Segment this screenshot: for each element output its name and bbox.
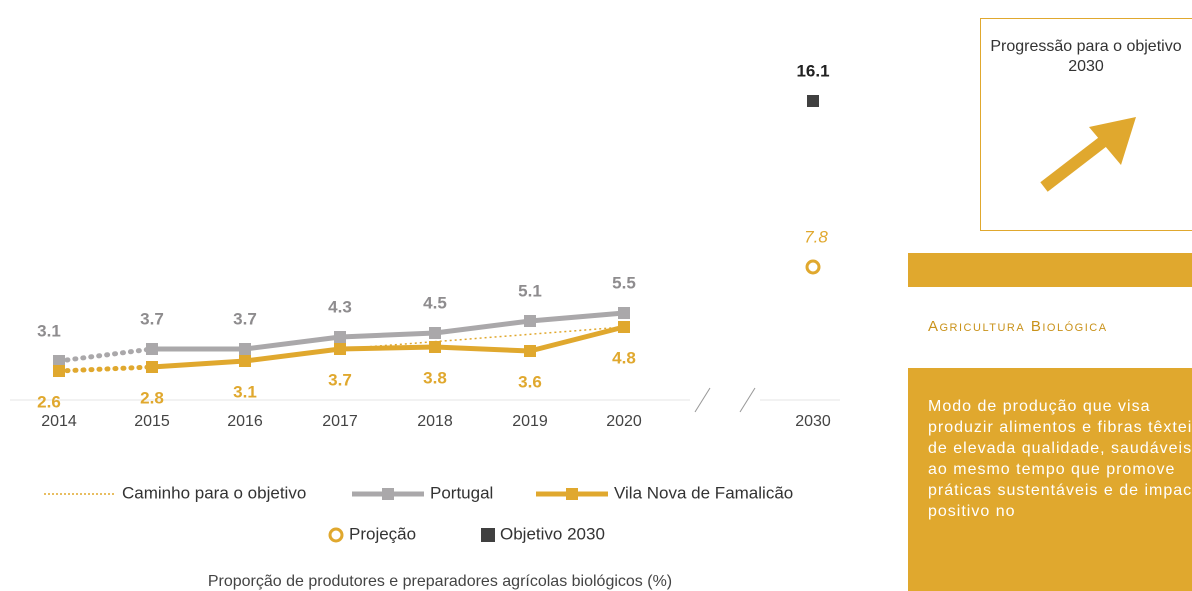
section-title: Agricultura Biológica (928, 318, 1108, 335)
line-segment (56, 346, 155, 364)
data-label: 2.8 (140, 388, 164, 407)
x-tick-label: 2019 (512, 413, 548, 430)
data-label: 3.6 (518, 372, 542, 391)
data-label: 5.1 (518, 281, 542, 300)
legend-item: Projeção (328, 524, 416, 543)
line-segment (244, 334, 341, 352)
marker (334, 331, 346, 343)
marker (524, 315, 536, 327)
objective-marker (807, 95, 819, 107)
line-segment (151, 358, 246, 370)
marker (53, 355, 65, 367)
data-label: 3.7 (328, 370, 352, 389)
legend-item: Caminho para o objetivo (44, 483, 306, 502)
x-axis-title: Proporção de produtores e preparadores a… (208, 573, 672, 590)
progress-box: Progressão para o objetivo 2030 (980, 18, 1192, 231)
data-label: 5.5 (612, 273, 636, 292)
line-segment (434, 344, 531, 354)
x-tick-label: 2030 (795, 413, 831, 430)
data-label: 3.8 (423, 368, 447, 387)
data-label: 3.7 (233, 309, 257, 328)
data-label: 3.1 (233, 382, 257, 401)
legend-swatch (382, 488, 394, 500)
legend-label: Projeção (349, 524, 416, 543)
legend-label: Portugal (430, 483, 493, 502)
line-segment (529, 310, 625, 324)
description-box: Modo de produção que visa produzir alime… (908, 368, 1192, 591)
legend-swatch (481, 528, 495, 542)
data-label: 7.8 (804, 227, 828, 246)
axis-break (739, 387, 756, 413)
marker (239, 355, 251, 367)
marker (334, 343, 346, 355)
description: Modo de produção que visa produzir alime… (928, 398, 1192, 520)
line-segment (244, 346, 341, 364)
arrow-icon (1040, 117, 1136, 192)
line-segment (56, 364, 155, 374)
marker (524, 345, 536, 357)
data-label: 2.6 (37, 392, 61, 411)
progress-label: Progressão para o objetivo 2030 (990, 38, 1182, 75)
legend-swatch (566, 488, 578, 500)
x-tick-label: 2016 (227, 413, 263, 430)
legend-swatch (328, 527, 344, 543)
line-segment (434, 318, 531, 336)
line-segment (529, 324, 625, 354)
data-label: 3.1 (37, 321, 61, 340)
line-segment (339, 330, 436, 340)
x-tick-label: 2020 (606, 413, 642, 430)
marker (618, 307, 630, 319)
marker (146, 361, 158, 373)
x-tick-label: 2014 (41, 413, 77, 430)
marker (53, 365, 65, 377)
axis-break (694, 387, 711, 413)
line-segment (339, 344, 436, 352)
projection-marker (805, 259, 821, 275)
x-tick-label: 2015 (134, 413, 170, 430)
marker (429, 341, 441, 353)
data-label: 16.1 (796, 61, 829, 80)
marker (429, 327, 441, 339)
x-tick-label: 2017 (322, 413, 358, 430)
data-label: 4.3 (328, 297, 352, 316)
legend-item: Objetivo 2030 (481, 524, 605, 543)
chart: Proporção de produtores e preparadores a… (10, 61, 840, 590)
data-label: 4.8 (612, 348, 636, 367)
legend-item: Portugal (352, 483, 493, 502)
gold-bar (908, 253, 1192, 287)
legend-label: Objetivo 2030 (500, 524, 605, 543)
data-label: 4.5 (423, 293, 447, 312)
marker (146, 343, 158, 355)
data-label: 3.7 (140, 309, 164, 328)
marker (239, 343, 251, 355)
legend-label: Vila Nova de Famalicão (614, 483, 793, 502)
legend-item: Vila Nova de Famalicão (536, 483, 793, 502)
x-tick-label: 2018 (417, 413, 453, 430)
legend-label: Caminho para o objetivo (122, 483, 306, 502)
marker (618, 321, 630, 333)
